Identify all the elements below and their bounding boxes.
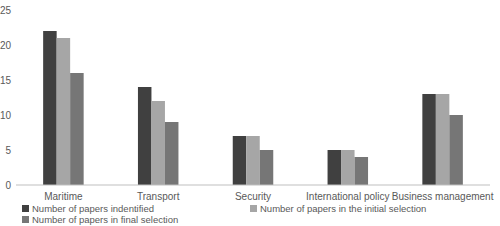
legend-swatch xyxy=(250,205,257,212)
bar xyxy=(328,150,342,185)
legend-swatch xyxy=(22,216,29,223)
bar xyxy=(165,122,179,185)
x-axis xyxy=(16,185,490,186)
bar xyxy=(57,38,71,185)
bar xyxy=(43,31,57,185)
y-tick-label: 5 xyxy=(5,145,11,156)
y-tick-label: 25 xyxy=(0,5,11,16)
bar xyxy=(449,115,463,185)
x-tick-label: Transport xyxy=(137,191,180,202)
bar xyxy=(341,150,355,185)
legend-label: Number of papers in the initial selectio… xyxy=(260,203,426,214)
y-tick-label: 0 xyxy=(5,180,11,191)
bar xyxy=(436,94,450,185)
bar xyxy=(233,136,247,185)
y-tick-label: 10 xyxy=(0,110,11,121)
x-tick-label: Business management xyxy=(392,191,494,202)
bar xyxy=(260,150,274,185)
bar xyxy=(70,73,84,185)
legend-swatch xyxy=(22,205,29,212)
x-tick-label: Security xyxy=(235,191,271,202)
x-tick-label: Maritime xyxy=(44,191,83,202)
y-tick-label: 20 xyxy=(0,40,11,51)
bar xyxy=(246,136,260,185)
bar xyxy=(138,87,152,185)
chart: 0 5 10 15 20 25 Maritime Transport Security Inter… xyxy=(0,0,500,226)
legend-label: Number of papers in final selection xyxy=(32,214,178,225)
legend: Number of papers indentifiedNumber of pa… xyxy=(22,203,426,225)
bar xyxy=(422,94,436,185)
legend-label: Number of papers indentified xyxy=(32,203,154,214)
bar xyxy=(355,157,369,185)
x-tick-label: International policy xyxy=(306,191,389,202)
bar xyxy=(151,101,165,185)
bars xyxy=(43,31,463,185)
y-tick-label: 15 xyxy=(0,75,11,86)
